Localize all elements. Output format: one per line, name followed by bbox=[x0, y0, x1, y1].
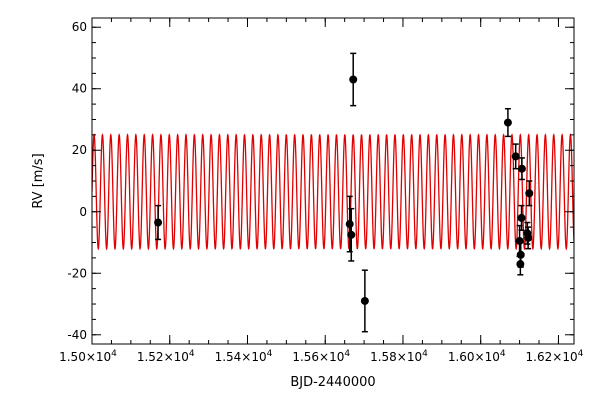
data-points-layer bbox=[154, 52, 534, 333]
y-tick-label: -40 bbox=[67, 328, 87, 342]
axis-ticks bbox=[91, 18, 574, 344]
data-point-3 bbox=[347, 207, 356, 262]
data-point-marker bbox=[516, 260, 525, 269]
data-point-marker bbox=[154, 218, 163, 227]
y-tick-label: -20 bbox=[67, 266, 87, 280]
tick-labels: 1.50×104 1.52×104 1.54×104 1.56×104 1.58×104… bbox=[59, 20, 583, 364]
model-curve bbox=[92, 133, 574, 251]
data-point-5 bbox=[360, 269, 369, 333]
data-point-marker bbox=[503, 118, 512, 127]
x-tick-label: 1.58×104 bbox=[370, 349, 428, 364]
y-tick-label: 0 bbox=[79, 205, 87, 219]
data-point-marker bbox=[349, 75, 358, 84]
data-point-marker bbox=[524, 233, 533, 242]
x-tick-label: 1.56×104 bbox=[292, 349, 350, 364]
y-tick-label: 40 bbox=[72, 82, 87, 96]
data-point-marker bbox=[345, 220, 354, 229]
x-tick-label: 1.62×104 bbox=[526, 349, 584, 364]
x-tick-label: 1.52×104 bbox=[137, 349, 195, 364]
data-point-marker bbox=[360, 296, 369, 305]
data-point-7 bbox=[511, 143, 520, 170]
data-point-15 bbox=[525, 180, 534, 207]
data-point-1 bbox=[154, 204, 163, 241]
data-point-4 bbox=[349, 52, 358, 107]
data-point-marker bbox=[525, 189, 534, 198]
data-point-12 bbox=[516, 252, 525, 276]
x-axis-title: BJD-2440000 bbox=[290, 375, 375, 390]
y-tick-label: 20 bbox=[72, 143, 87, 157]
x-tick-label: 1.50×104 bbox=[59, 349, 117, 364]
model-curve-layer bbox=[92, 133, 574, 251]
y-tick-label: 60 bbox=[72, 20, 87, 34]
x-tick-label: 1.54×104 bbox=[215, 349, 273, 364]
y-axis-title: RV [m/s] bbox=[31, 153, 46, 208]
data-point-11 bbox=[517, 157, 526, 181]
data-point-marker bbox=[515, 236, 524, 245]
data-point-marker bbox=[347, 230, 356, 239]
data-point-marker bbox=[511, 152, 520, 161]
data-point-6 bbox=[503, 107, 512, 138]
x-tick-label: 1.60×104 bbox=[448, 349, 506, 364]
data-point-marker bbox=[517, 164, 526, 173]
data-point-marker bbox=[517, 213, 526, 222]
data-point-10 bbox=[517, 204, 526, 231]
data-point-14 bbox=[524, 226, 533, 250]
